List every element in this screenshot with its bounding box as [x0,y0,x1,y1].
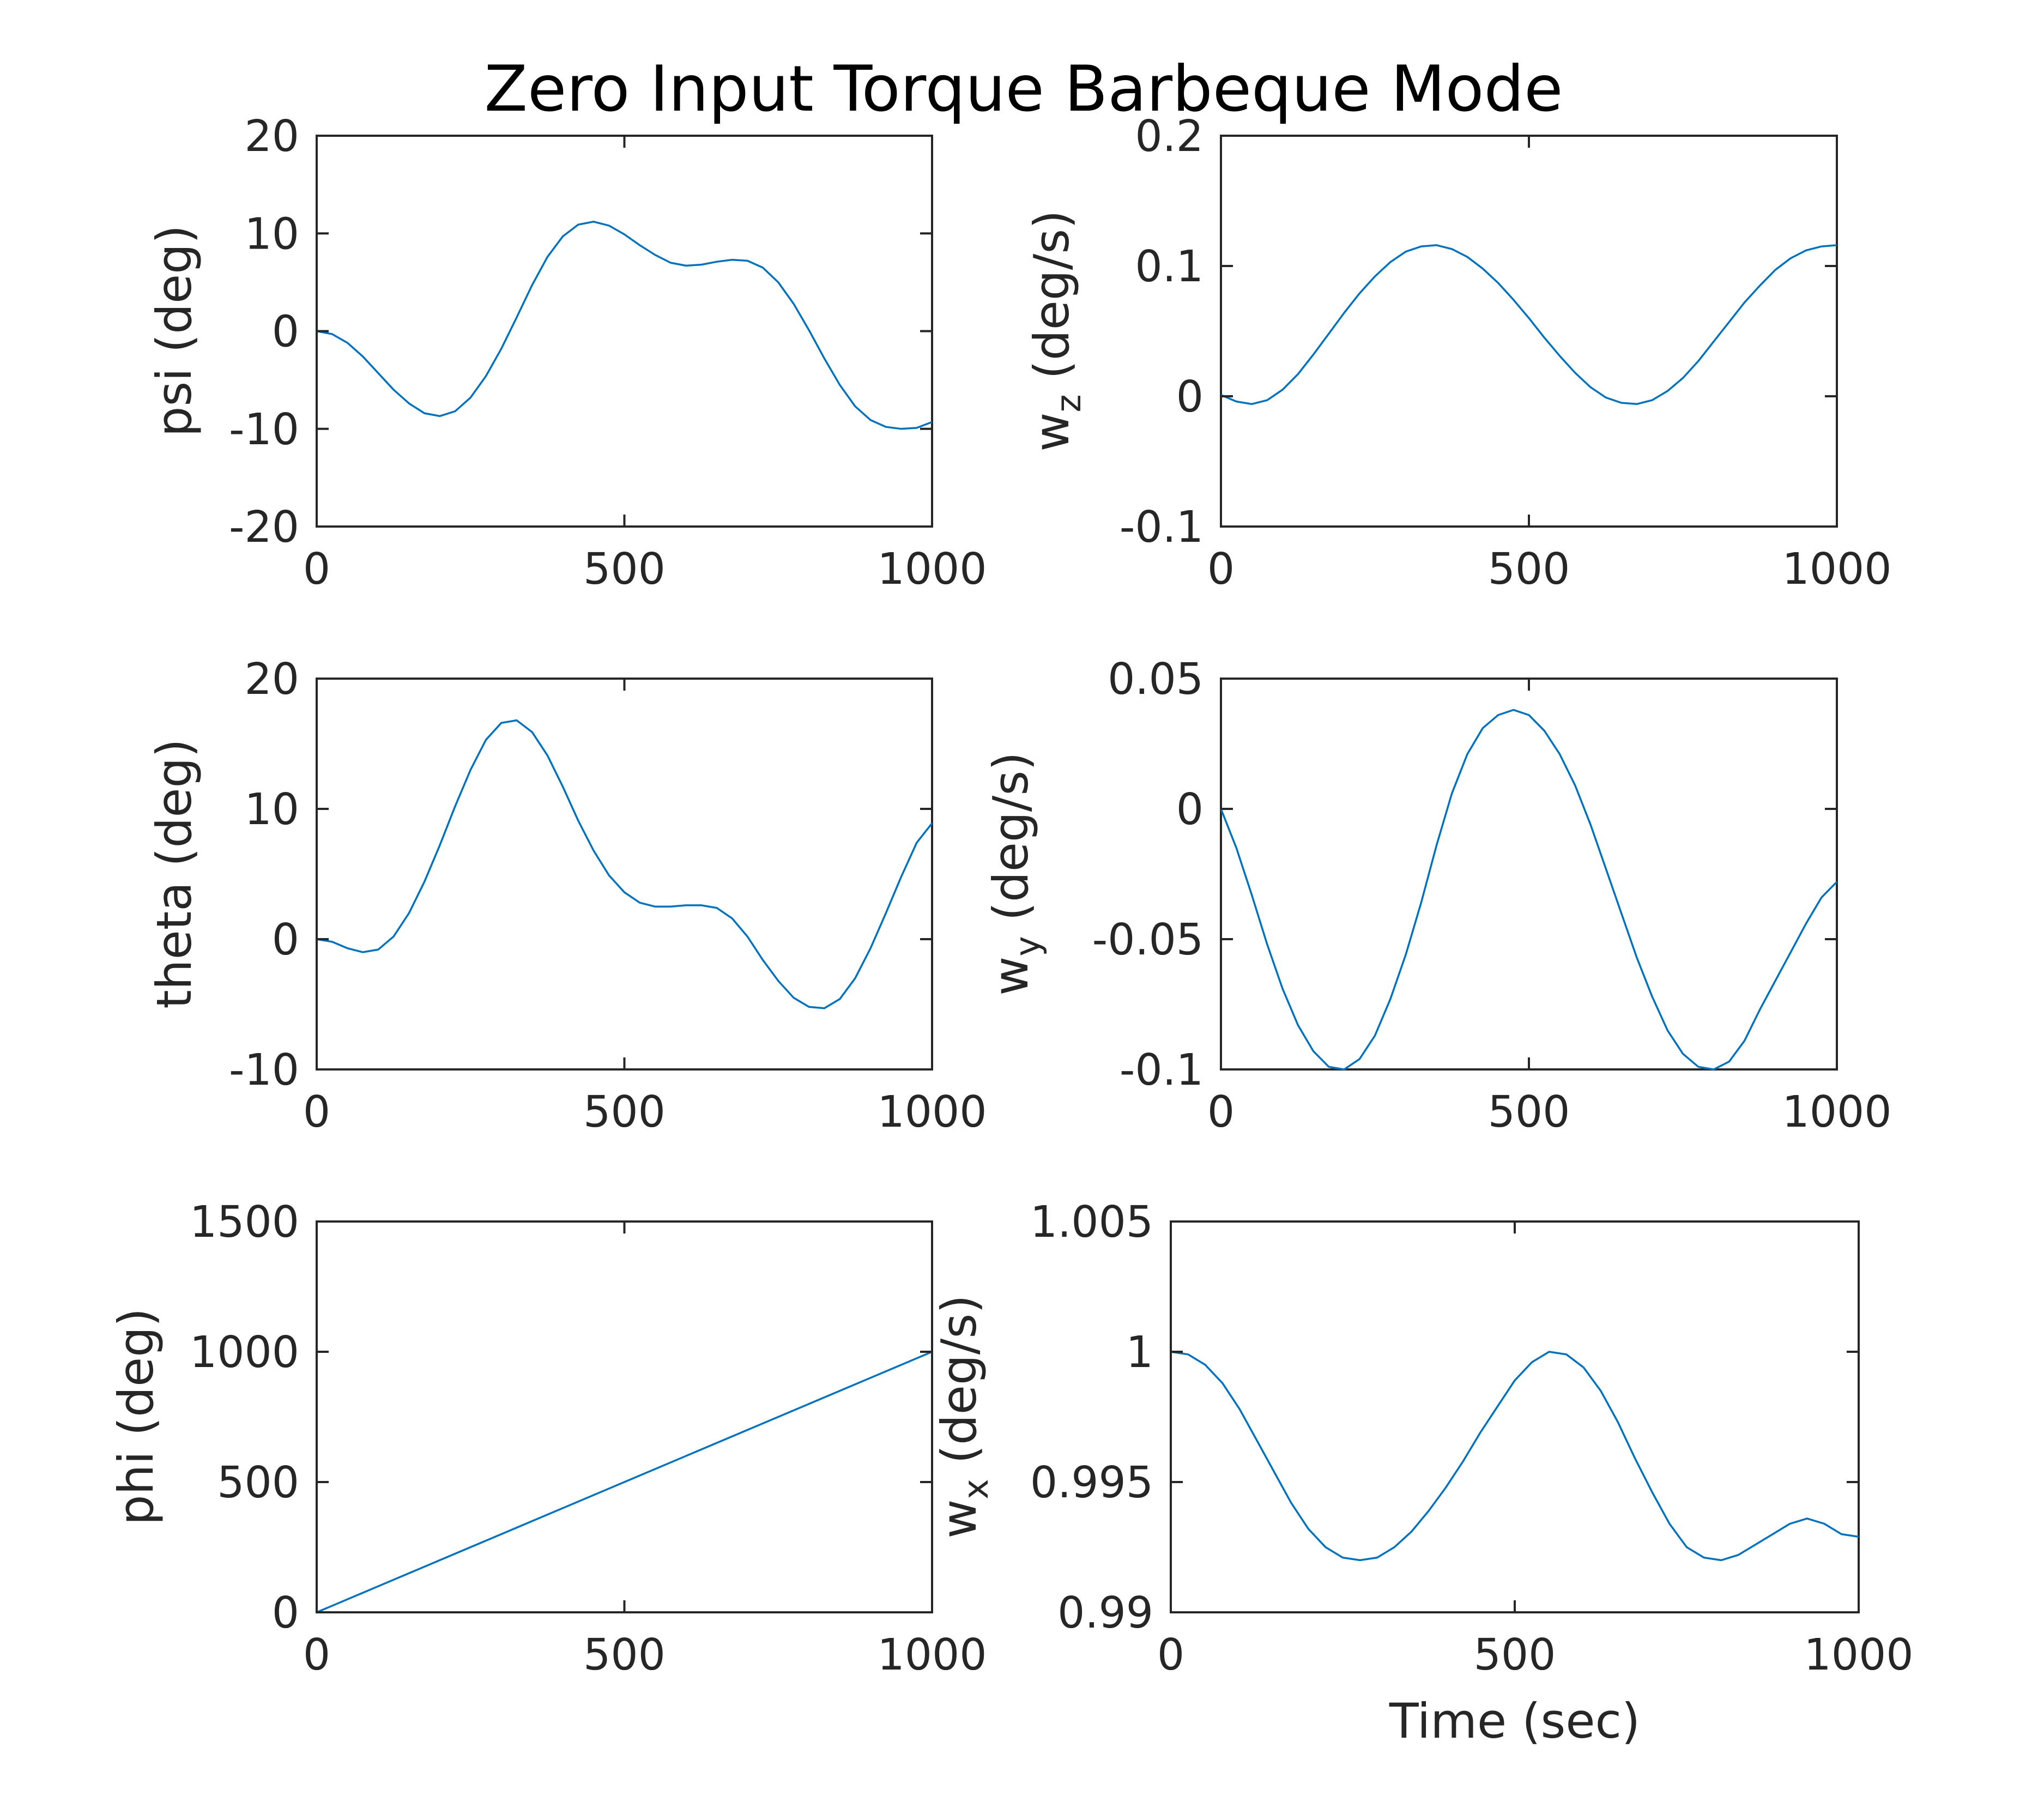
series-line-phi [316,1351,933,1613]
x-tick-label: 500 [1488,1087,1570,1137]
x-tick-label: 500 [583,544,666,594]
y-tick-label: 20 [244,111,299,161]
y-tick-label: 10 [244,784,299,835]
x-tick-label: 1000 [1782,1087,1891,1137]
y-axis-label: wy (deg/s) [983,752,1048,995]
y-axis-label-main: w [983,957,1039,996]
y-tick-label: 0.1 [1135,241,1204,292]
x-tick-label: 1000 [877,544,987,594]
y-axis-label: phi (deg) [108,1308,164,1526]
y-tick-label: -10 [229,404,299,455]
y-tick-label: 0 [1176,784,1204,835]
y-tick-label: -0.1 [1120,502,1204,552]
y-axis-label-subscript: x [956,1479,996,1499]
y-tick-label: 0 [272,1588,299,1638]
subplot-wz: 0 500 1000-0.100.10.2wz (deg/s) [1024,111,1892,594]
subplot-wy: 0 500 1000 -0.1 -0.05 0 0.05 wy (deg/s) [983,654,1892,1137]
y-tick-label: 20 [244,654,299,704]
y-tick-label: 10 [244,209,299,259]
x-tick-label: 500 [583,1630,666,1680]
y-axis-label: wx (deg/s) [931,1295,996,1538]
y-tick-label: 0.995 [1030,1458,1153,1508]
y-tick-label: 500 [217,1458,299,1508]
x-tick-label: 0 [1157,1630,1184,1680]
subplot-phi: 0 500 1000 0 500 1000 1500 phi (deg) [108,1197,987,1680]
y-axis-label: wz (deg/s) [1024,210,1088,451]
axes-box [1220,678,1838,1071]
series-line-wx [1170,1351,1859,1562]
y-tick-label: 1.005 [1030,1197,1153,1247]
y-axis-label: theta (deg) [146,739,202,1008]
x-tick-label: 0 [303,1630,330,1680]
y-axis-label-main: w [1024,413,1080,452]
y-tick-label: 0 [272,915,299,965]
y-tick-label: -20 [229,502,299,552]
series-line-wz [1220,244,1837,406]
y-tick-label: 0.99 [1057,1588,1153,1638]
axes-box [316,1220,933,1613]
x-tick-label: 500 [1474,1630,1556,1680]
x-tick-label: 1000 [877,1630,987,1680]
x-tick-label: 1000 [1804,1630,1913,1680]
y-axis-label-subscript: y [1008,936,1048,956]
y-tick-label: 0.05 [1108,654,1204,704]
y-tick-label: 1500 [190,1197,299,1247]
y-tick-label: 1 [1126,1327,1153,1377]
series-line-psi [316,220,933,430]
y-tick-label: -10 [229,1045,299,1095]
x-tick-label: 1000 [877,1087,987,1137]
x-tick-label: 1000 [1782,544,1891,594]
subplot-wx: 0 500 1000 0.99 0.995 1 1.005 wx (deg/s) Time (s… [931,1197,1914,1749]
series-line-wy [1220,709,1838,1071]
axes-box [316,678,933,1071]
x-tick-label: 500 [1488,544,1570,594]
axes-box [1220,135,1838,528]
y-tick-label: -0.05 [1092,915,1204,965]
y-axis-label: psi (deg) [146,225,202,437]
y-tick-label: 0.2 [1135,111,1204,161]
x-axis-label: Time (sec) [1389,1693,1640,1749]
y-axis-label-subscript: z [1049,394,1088,412]
axes-box [316,135,933,528]
y-axis-label-units: (deg/s) [983,752,1039,936]
x-tick-label: 500 [583,1087,666,1137]
x-tick-label: 0 [1207,1087,1235,1137]
y-tick-label: 0 [272,307,299,357]
y-tick-label: -0.1 [1120,1045,1204,1095]
series-line-theta [316,719,933,1009]
x-tick-label: 0 [303,544,330,594]
y-axis-label-units: (deg/s) [931,1295,987,1479]
figure-title: Zero Input Torque Barbeque Mode [484,52,1563,126]
y-axis-label-units: (deg/s) [1024,210,1080,394]
y-tick-label: 0 [1176,372,1204,422]
x-tick-label: 0 [1207,544,1235,594]
y-axis-label-main: w [931,1499,987,1539]
subplot-psi: 0 500 1000 -20 -10 0 10 20 psi (deg) [146,111,987,594]
x-tick-label: 0 [303,1087,330,1137]
axes-box [1170,1220,1860,1613]
y-tick-label: 1000 [190,1327,299,1377]
